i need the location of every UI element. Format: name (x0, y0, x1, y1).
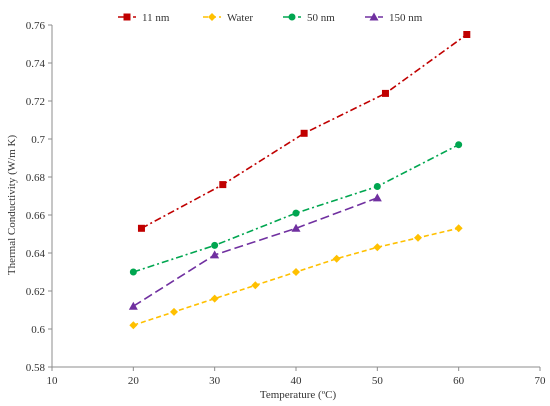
x-tick-label: 60 (453, 375, 465, 387)
data-point-water (292, 268, 300, 276)
data-point-water (454, 224, 463, 233)
data-point-150-nm (291, 223, 301, 232)
data-point-150-nm (128, 301, 138, 310)
series-11-nm (137, 31, 471, 232)
y-tick-label: 0.76 (26, 20, 46, 32)
data-point-11-nm (137, 224, 145, 232)
data-point-11-nm (219, 181, 227, 189)
y-tick-label: 0.6 (31, 324, 45, 336)
x-tick-label: 70 (535, 375, 547, 387)
x-tick-label: 50 (372, 375, 384, 387)
series-water (129, 224, 463, 330)
data-point-water (414, 233, 422, 242)
data-point-water (373, 243, 382, 252)
y-tick-label: 0.64 (26, 248, 46, 260)
y-tick-label: 0.74 (26, 58, 46, 70)
data-point-water (251, 281, 260, 290)
data-point-11-nm (300, 129, 308, 137)
series-line-150-nm (132, 197, 378, 307)
series-line-50-nm (133, 143, 460, 273)
data-point-50-nm (373, 183, 381, 190)
axes: 10 20 30 40 50 60 70 0.58 0.6 0.62 0.64 0.66 0.68 0.7… (26, 20, 546, 387)
data-point-150-nm (372, 193, 382, 202)
y-tick-label: 0.66 (26, 210, 46, 222)
legend-marker-water (208, 13, 216, 21)
y-tick-label: 0.7 (31, 134, 45, 146)
data-point-50-nm (129, 268, 137, 276)
legend-label-11-nm: 11 nm (142, 12, 170, 24)
x-tick-label: 30 (209, 375, 221, 387)
legend-marker-150-nm (369, 12, 379, 21)
data-point-water (170, 307, 178, 316)
legend-label-water: Water (227, 12, 253, 24)
data-point-11-nm (463, 31, 471, 38)
y-tick-label: 0.62 (26, 286, 45, 298)
data-point-150-nm (210, 250, 220, 259)
data-point-50-nm (211, 241, 219, 249)
series-50-nm (129, 141, 463, 276)
data-point-water (129, 321, 138, 330)
data-point-50-nm (292, 209, 300, 217)
legend-item-50-nm: 50 nm (283, 12, 335, 24)
series-150-nm (128, 193, 382, 310)
series-line-11-nm (141, 33, 468, 230)
y-tick-label: 0.72 (26, 96, 45, 108)
data-point-11-nm (381, 89, 389, 97)
legend-item-150-nm: 150 nm (365, 12, 423, 24)
data-point-water (210, 294, 219, 303)
x-tick-label: 10 (47, 375, 59, 387)
legend-label-50-nm: 50 nm (307, 12, 335, 24)
legend: 11 nm Water 50 nm 150 nm (118, 12, 423, 24)
data-point-50-nm (455, 141, 463, 149)
series-line-water (133, 227, 459, 326)
legend-item-11-nm: 11 nm (118, 12, 170, 24)
y-tick-label: 0.68 (26, 172, 46, 184)
legend-marker-50-nm (288, 13, 296, 21)
y-tick-label: 0.58 (26, 362, 46, 374)
legend-marker-11-nm (123, 13, 131, 21)
x-tick-label: 40 (291, 375, 303, 387)
legend-item-water: Water (203, 12, 253, 24)
y-axis-title: Thermal Conductivity (W/m K) (6, 135, 18, 276)
x-axis-title: Temperature (ºC) (260, 389, 337, 401)
legend-label-150-nm: 150 nm (389, 12, 423, 24)
series-layer (128, 31, 471, 330)
x-tick-label: 20 (128, 375, 140, 387)
data-point-water (332, 254, 341, 263)
